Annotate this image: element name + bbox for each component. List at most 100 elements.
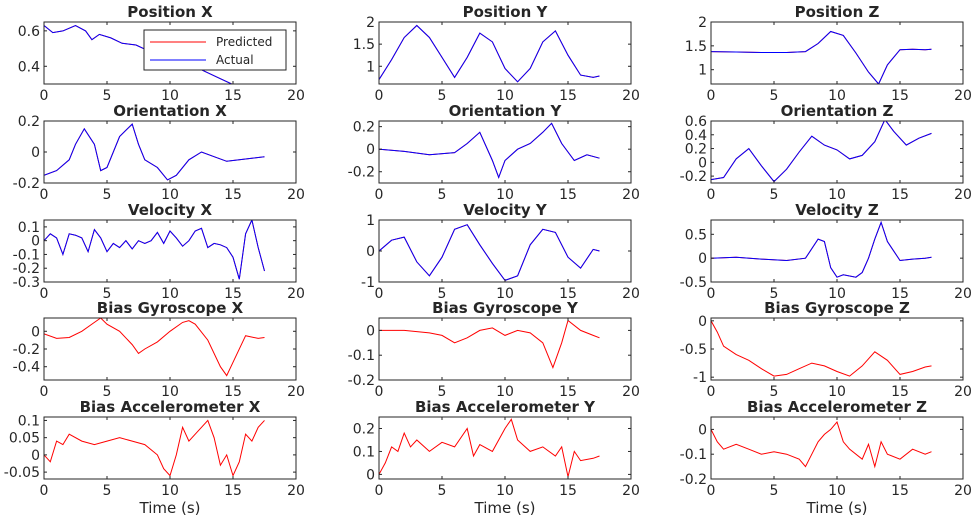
y-tick-label: 0 bbox=[698, 422, 707, 438]
y-tick-label: 0 bbox=[31, 448, 40, 464]
x-tick-label: 15 bbox=[224, 187, 242, 203]
series-line-actual bbox=[379, 122, 600, 179]
x-tick-label: 5 bbox=[438, 286, 447, 302]
y-tick-label: -0.2 bbox=[680, 472, 707, 488]
x-tick-label: 20 bbox=[954, 286, 972, 302]
subplot-2: 0 5 10 15 20 1 1.5 2 Position Y bbox=[353, 3, 640, 104]
x-tick-label: 10 bbox=[496, 187, 514, 203]
y-tick-label: 0.05 bbox=[9, 431, 40, 447]
y-tick-label: 0.1 bbox=[18, 413, 40, 429]
x-tick-label: 5 bbox=[438, 88, 447, 104]
x-tick-label: 15 bbox=[559, 88, 577, 104]
y-tick-label: 0 bbox=[31, 234, 40, 250]
y-tick-label: 0.2 bbox=[18, 114, 40, 130]
y-tick-label: 0 bbox=[31, 324, 40, 340]
y-tick-label: -0.2 bbox=[13, 261, 40, 277]
y-tick-label: 0.5 bbox=[685, 227, 707, 243]
y-tick-label: -0.5 bbox=[680, 275, 707, 291]
x-tick-label: 5 bbox=[770, 286, 779, 302]
series-line-actual bbox=[711, 30, 932, 84]
y-tick-label: 0 bbox=[366, 467, 375, 483]
y-tick-label: 0.1 bbox=[18, 220, 40, 236]
y-tick-label: 0.1 bbox=[353, 444, 375, 460]
y-tick-label: 1 bbox=[366, 59, 375, 75]
x-tick-label: 5 bbox=[770, 187, 779, 203]
plot-area bbox=[379, 318, 631, 380]
legend-label-predicted: Predicted bbox=[216, 35, 272, 49]
series-line-actual bbox=[379, 24, 600, 83]
x-tick-label: 5 bbox=[770, 483, 779, 499]
x-tick-label: 0 bbox=[707, 187, 716, 203]
series-line-predicted bbox=[44, 419, 265, 478]
x-tick-label: 10 bbox=[828, 384, 846, 400]
x-tick-label: 0 bbox=[375, 384, 384, 400]
plot-area bbox=[379, 22, 631, 84]
subplot-title: Velocity Z bbox=[795, 201, 879, 219]
subplot-11: 0 5 10 15 20 -0.2 -0.1 0 Bias Gyroscope Y bbox=[348, 299, 640, 400]
x-tick-label: 10 bbox=[496, 88, 514, 104]
x-tick-label: 20 bbox=[287, 187, 305, 203]
plot-area bbox=[44, 417, 296, 479]
x-tick-label: 15 bbox=[559, 483, 577, 499]
series-line-actual bbox=[44, 123, 265, 181]
subplot-12: 0 5 10 15 20 -1 -0.5 0 Bias Gyroscope Z bbox=[680, 299, 972, 400]
x-tick-label: 5 bbox=[103, 384, 112, 400]
y-tick-label: 0 bbox=[366, 323, 375, 339]
subplot-3: 0 5 10 15 20 1 1.5 2 Position Z bbox=[685, 3, 972, 104]
y-tick-label: 0 bbox=[31, 145, 40, 161]
x-tick-label: 15 bbox=[891, 88, 909, 104]
y-tick-label: 0.2 bbox=[353, 421, 375, 437]
y-tick-label: 0.6 bbox=[18, 24, 40, 40]
x-tick-label: 15 bbox=[891, 187, 909, 203]
legend-label-actual: Actual bbox=[216, 53, 254, 67]
y-tick-label: -0.3 bbox=[13, 275, 40, 291]
x-tick-label: 15 bbox=[224, 384, 242, 400]
x-tick-label: 15 bbox=[559, 187, 577, 203]
y-tick-label: -1 bbox=[361, 275, 375, 291]
x-tick-label: 0 bbox=[40, 483, 49, 499]
x-tick-label: 20 bbox=[287, 483, 305, 499]
x-tick-label: 0 bbox=[40, 187, 49, 203]
y-tick-label: 1 bbox=[698, 63, 707, 79]
plot-area bbox=[379, 121, 631, 183]
x-tick-label: 0 bbox=[375, 88, 384, 104]
x-tick-label: 20 bbox=[287, 286, 305, 302]
subplot-15: 0 5 10 15 20 -0.2 -0.1 0 Bias Accelerometer Z Tim… bbox=[680, 398, 972, 517]
subplot-title: Orientation Z bbox=[781, 102, 894, 120]
x-tick-label: 20 bbox=[622, 88, 640, 104]
x-tick-label: 10 bbox=[496, 286, 514, 302]
y-tick-label: -0.5 bbox=[680, 342, 707, 358]
subplot-title: Bias Gyroscope Y bbox=[432, 299, 579, 317]
y-tick-label: -0.4 bbox=[13, 360, 40, 376]
plot-area bbox=[379, 417, 631, 479]
x-tick-label: 10 bbox=[496, 483, 514, 499]
y-tick-label: 2 bbox=[366, 15, 375, 31]
x-tick-label: 5 bbox=[770, 384, 779, 400]
x-tick-label: 15 bbox=[559, 384, 577, 400]
x-tick-label: 20 bbox=[954, 384, 972, 400]
plot-area bbox=[711, 22, 963, 84]
series-line-predicted bbox=[711, 320, 932, 377]
x-tick-label: 5 bbox=[103, 88, 112, 104]
y-tick-label: 0.6 bbox=[685, 114, 707, 130]
x-tick-label: 10 bbox=[828, 88, 846, 104]
x-tick-label: 10 bbox=[496, 384, 514, 400]
y-tick-label: 0 bbox=[366, 244, 375, 260]
x-axis-label: Time (s) bbox=[139, 499, 201, 517]
x-tick-label: 10 bbox=[161, 88, 179, 104]
y-tick-label: 0.4 bbox=[18, 59, 40, 75]
x-tick-label: 10 bbox=[828, 286, 846, 302]
x-tick-label: 15 bbox=[891, 384, 909, 400]
x-tick-label: 20 bbox=[287, 88, 305, 104]
x-tick-label: 10 bbox=[161, 483, 179, 499]
series-line-actual bbox=[379, 224, 600, 281]
y-tick-label: -0.05 bbox=[4, 465, 40, 481]
x-tick-label: 15 bbox=[891, 286, 909, 302]
subplot-title: Bias Accelerometer Y bbox=[415, 398, 596, 416]
y-tick-label: 0 bbox=[698, 155, 707, 171]
